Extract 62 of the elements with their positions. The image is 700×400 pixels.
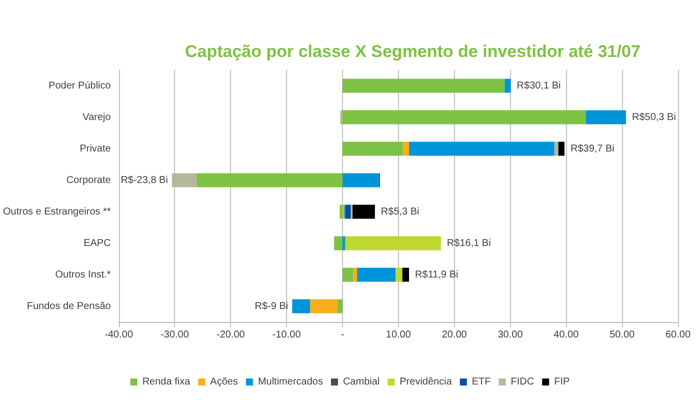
x-tick-label: 20.00 [442, 330, 468, 340]
bar [342, 173, 379, 188]
legend-label: Ações [210, 376, 238, 388]
bar [352, 204, 375, 219]
bar [342, 78, 505, 93]
total-label: R$30,1 Bi [516, 80, 561, 92]
total-label: R$39,7 Bi [570, 143, 614, 154]
legend-label: Renda fixa [142, 376, 191, 388]
y-tick-label: Private [80, 143, 112, 154]
y-tick-label: Outros Inst.* [55, 269, 111, 280]
bar [310, 299, 338, 314]
legend-label: Cambial [342, 376, 380, 388]
x-tick-label: - [340, 330, 344, 340]
bar [342, 142, 403, 156]
x-tick-label: -20.00 [216, 330, 246, 340]
bar [334, 236, 342, 250]
x-tick-label: -40.00 [104, 330, 134, 340]
y-tick-label: EAPC [84, 238, 111, 249]
bar [357, 268, 396, 282]
total-label: R$5,3 Bi [380, 206, 420, 218]
total-label: R$-9 Bi [254, 300, 288, 312]
bar [342, 268, 354, 282]
x-tick-label: -30.00 [160, 330, 190, 340]
bar [340, 204, 342, 219]
legend-label: ETF [472, 376, 491, 388]
bar [409, 142, 554, 156]
x-tick-label: 50.00 [610, 330, 636, 340]
legend-label: FIP [554, 376, 570, 388]
y-tick-label: Outros e Estrangeiros ** [3, 206, 111, 218]
x-tick-label: 40.00 [554, 330, 580, 340]
bar [402, 142, 410, 156]
bar [342, 110, 586, 124]
legend-label: FIDC [510, 376, 534, 388]
bar [172, 173, 197, 188]
y-tick-label: Varejo [82, 112, 112, 123]
legend-label: Multimercados [258, 376, 323, 388]
x-tick-label: 10.00 [386, 330, 412, 340]
bar [554, 142, 558, 156]
legend-label: Previdência [400, 376, 452, 388]
bar [586, 110, 626, 124]
y-tick-label: Fundos de Pensão [26, 300, 112, 312]
bar [558, 142, 564, 156]
bar [196, 173, 342, 188]
x-tick-label: 60.00 [665, 330, 691, 340]
bar [504, 78, 511, 93]
bar [353, 268, 358, 282]
bar [292, 299, 310, 314]
total-label: R$11,9 Bi [415, 269, 458, 280]
chart-title: Captação por classe X Segmento de investidor até 31/07 [185, 42, 640, 61]
x-tick-label: 30.00 [498, 330, 524, 340]
bar [396, 268, 402, 282]
bar [337, 299, 342, 314]
total-label: R$50,3 Bi [632, 112, 676, 123]
x-tick-label: -10.00 [272, 330, 302, 340]
y-tick-label: Poder Público [48, 80, 112, 92]
bar [342, 236, 346, 250]
bar [345, 204, 351, 219]
bar [345, 236, 441, 250]
total-label: R$-23,8 Bi [120, 174, 168, 186]
total-label: R$16,1 Bi [446, 238, 491, 249]
y-tick-label: Corporate [66, 174, 112, 186]
bar [402, 268, 410, 282]
